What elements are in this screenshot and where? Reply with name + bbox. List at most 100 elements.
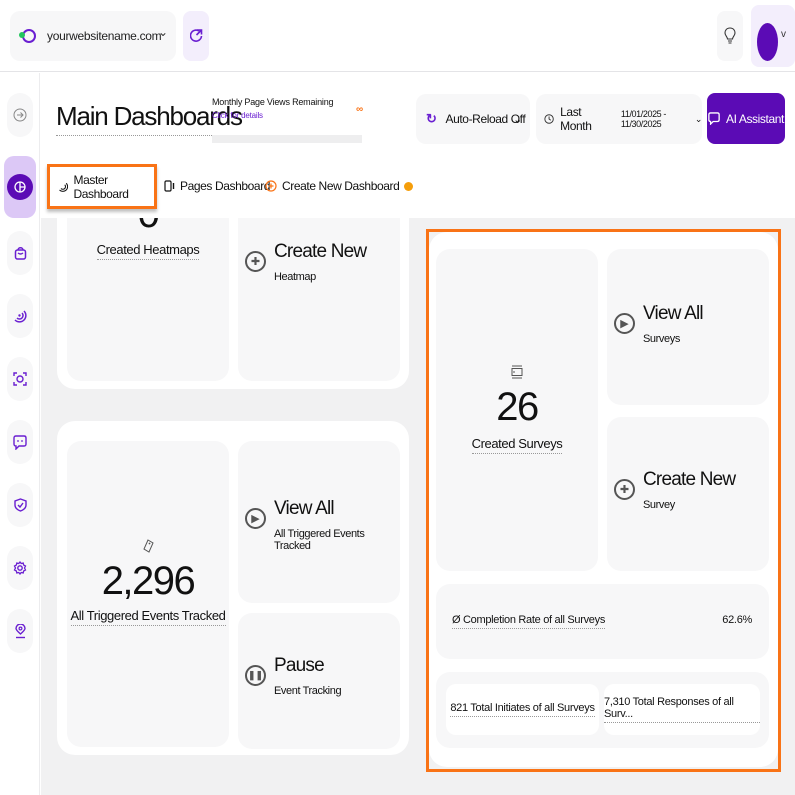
date-range-picker[interactable]: Last Month 11/01/2025 - 11/30/2025 ⌄ — [536, 94, 702, 144]
pages-icon — [164, 180, 175, 192]
auto-reload-label: Auto-Reload Off — [445, 112, 526, 126]
chat-icon — [708, 112, 720, 125]
shield-check-icon — [13, 498, 27, 512]
globe-icon — [19, 29, 36, 43]
bag-icon — [14, 247, 26, 260]
auto-reload-dropdown[interactable]: ↻ Auto-Reload Off ⌄ — [416, 94, 530, 144]
completion-rate-label: Ø Completion Rate of all Surveys — [452, 614, 605, 629]
completion-rate-value: 62.6% — [722, 614, 752, 626]
page-views-label: Monthly Page Views Remaining — [212, 97, 334, 107]
create-survey-card[interactable]: ✚ Create New Survey — [607, 417, 769, 571]
sidebar-item-heatmaps[interactable] — [7, 294, 33, 338]
chevron-down-icon: ⌄ — [694, 113, 703, 124]
ai-assistant-button[interactable]: AI Assistant — [707, 93, 785, 144]
sidebar-item-feedback[interactable] — [7, 420, 33, 464]
surveys-label: Created Surveys — [471, 436, 563, 454]
pause-event-tracking-card[interactable]: ❚❚ Pause Event Tracking — [238, 613, 400, 749]
pie-chart-icon — [14, 181, 26, 193]
view-all-surveys-subtitle: Surveys — [643, 333, 680, 345]
tab-label: Pages Dashboard — [180, 179, 271, 193]
pause-circle-icon: ❚❚ — [245, 665, 266, 686]
create-survey-title: Create New — [643, 469, 736, 490]
survey-totals-card: 821 Total Initiates of all Surveys 7,310… — [436, 672, 769, 748]
tab-label: Master Dashboard — [73, 172, 129, 201]
events-panel: 2,296 All Triggered Events Tracked ▶ Vie… — [57, 421, 409, 755]
plus-circle-icon — [265, 180, 277, 192]
created-surveys-card[interactable]: 26 Created Surveys — [436, 249, 598, 571]
surveys-count: 26 — [496, 384, 539, 429]
arrow-right-circle-icon — [13, 108, 27, 122]
page-views-value: ∞ — [356, 104, 364, 115]
lightbulb-icon — [724, 27, 736, 44]
tag-icon — [143, 538, 154, 553]
clock-icon — [544, 114, 554, 124]
surveys-panel: 26 Created Surveys ▶ View All Surveys ✚ … — [429, 232, 778, 767]
pause-title: Pause — [274, 655, 325, 676]
open-website-button[interactable] — [183, 11, 209, 61]
play-circle-icon: ▶ — [245, 508, 266, 529]
view-all-surveys-title: View All — [643, 303, 704, 324]
completion-rate-card: Ø Completion Rate of all Surveys 62.6% — [436, 584, 769, 659]
page-views-widget: Monthly Page Views Remaining Click for d… — [212, 97, 364, 143]
website-name: yourwebsitename.com — [47, 29, 162, 43]
triggered-events-card[interactable]: 2,296 All Triggered Events Tracked — [67, 441, 229, 747]
website-selector[interactable]: yourwebsitename.com ⌄ — [10, 11, 176, 61]
surveys-highlight-frame — [426, 229, 781, 772]
sidebar-item-recordings[interactable] — [7, 357, 33, 401]
view-all-surveys-card[interactable]: ▶ View All Surveys — [607, 249, 769, 405]
tab-label: Create New Dashboard — [282, 179, 400, 193]
view-all-events-subtitle: All Triggered Events Tracked — [274, 528, 365, 552]
survey-icon — [511, 365, 523, 378]
sidebar-item-surveys[interactable] — [7, 231, 33, 275]
external-link-icon — [189, 29, 202, 42]
plus-circle-icon: ✚ — [614, 479, 635, 500]
gear-icon — [13, 561, 27, 575]
sidebar-item-tracking[interactable] — [7, 609, 33, 653]
play-circle-icon: ▶ — [614, 313, 635, 334]
tab-create-new-dashboard[interactable]: Create New Dashboard — [265, 176, 414, 196]
plus-circle-icon: ✚ — [245, 251, 266, 272]
create-heatmap-subtitle: Heatmap — [274, 271, 316, 283]
sidebar — [0, 73, 40, 795]
create-heatmap-card[interactable]: ✚ Create New Heatmap — [238, 218, 400, 381]
ai-assistant-label: AI Assistant — [726, 111, 784, 126]
tab-master-dashboard[interactable]: Master Dashboard — [47, 164, 157, 209]
total-responses-label: 7,310 Total Responses of all Surv... — [604, 696, 760, 723]
chevron-down-icon: ⌄ — [513, 113, 522, 126]
heatmaps-count: 0 — [138, 218, 160, 234]
events-label: All Triggered Events Tracked — [70, 608, 226, 626]
heatmap-icon — [59, 182, 69, 192]
location-pin-icon — [14, 623, 26, 638]
page-views-details-link[interactable]: Click for details — [212, 111, 263, 120]
sidebar-item-settings[interactable] — [7, 546, 33, 590]
view-all-events-title: View All — [274, 498, 335, 519]
period-label: Last Month — [560, 105, 592, 133]
heatmap-icon — [14, 310, 27, 323]
chevron-down-icon: v — [781, 29, 786, 40]
page-views-progress-bar — [212, 135, 362, 143]
sidebar-item-collapse[interactable] — [7, 93, 33, 137]
created-heatmaps-card[interactable]: 0 Created Heatmaps — [67, 218, 229, 381]
view-all-events-card[interactable]: ▶ View All All Triggered Events Tracked — [238, 441, 400, 603]
tips-button[interactable] — [717, 11, 743, 61]
sidebar-item-dashboards[interactable] — [4, 156, 36, 218]
scan-icon — [13, 372, 27, 386]
chat-icon — [13, 434, 27, 450]
reload-icon: ↻ — [426, 111, 437, 126]
heatmaps-label: Created Heatmaps — [96, 242, 200, 260]
total-responses-tile: 7,310 Total Responses of all Surv... — [604, 684, 760, 735]
date-range-value: 11/01/2025 - 11/30/2025 — [620, 109, 666, 129]
tab-pages-dashboard[interactable]: Pages Dashboard — [164, 176, 270, 196]
top-bar: yourwebsitename.com ⌄ v — [0, 0, 795, 72]
total-initiates-tile: 821 Total Initiates of all Surveys — [446, 684, 599, 735]
total-initiates-label: 821 Total Initiates of all Surveys — [450, 702, 595, 717]
events-count: 2,296 — [101, 558, 196, 603]
page-title: Main Dashboards — [56, 101, 243, 136]
user-menu-button[interactable]: v — [751, 5, 795, 67]
sidebar-item-privacy[interactable] — [7, 483, 33, 527]
chevron-down-icon: ⌄ — [157, 25, 168, 39]
pause-subtitle: Event Tracking — [274, 685, 342, 697]
create-survey-subtitle: Survey — [643, 499, 675, 511]
heatmaps-panel: 0 Created Heatmaps ✚ Create New Heatmap — [57, 218, 409, 389]
create-heatmap-title: Create New — [274, 241, 367, 262]
